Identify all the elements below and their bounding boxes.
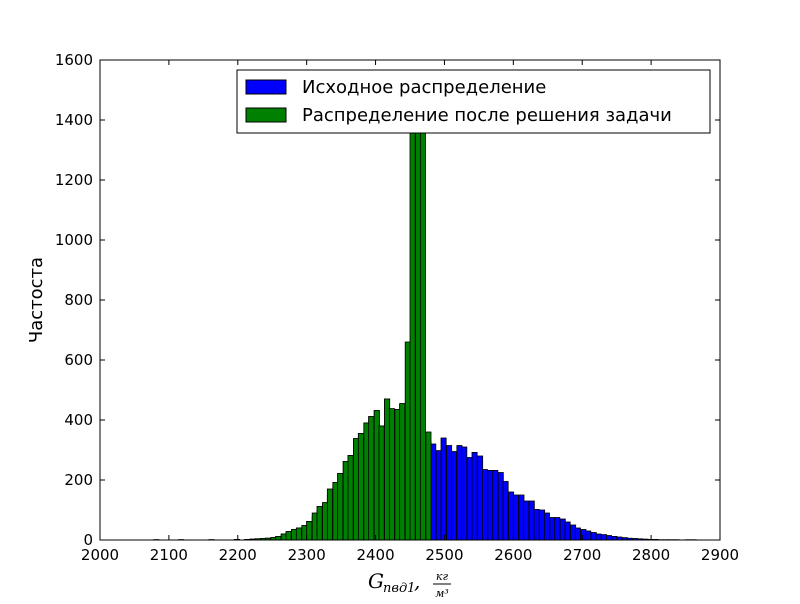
bar-original [503,482,508,541]
bar-after [286,532,291,540]
x-tick-label: 2800 [632,546,670,564]
bar-after [410,131,415,541]
bar-after [323,503,328,541]
bar-original [591,533,596,541]
bar-original [451,452,456,541]
y-tick-label: 800 [64,291,93,309]
bar-after [333,482,338,540]
bar-original [457,446,462,541]
x-tick-label: 2900 [701,546,739,564]
bar-original [478,456,483,540]
bar-original [529,501,534,540]
bar-after [395,410,400,541]
y-axis-label: Частоста [26,257,47,343]
bar-original [550,518,555,541]
bar-after [379,426,384,540]
x-axis-label-symbol: G [368,569,384,593]
x-tick-label: 2700 [563,546,601,564]
bar-original [540,510,545,540]
bar-original [612,536,617,540]
bar-original [509,492,514,540]
bar-original [441,438,446,540]
bar-original [544,513,549,540]
bar-original [436,451,441,540]
bar-original [571,525,576,540]
legend-label-original: Исходное распределение [302,77,546,98]
bar-after [416,131,421,541]
x-tick-label: 2300 [288,546,326,564]
x-tick-label: 2100 [150,546,188,564]
series-after-bars [154,131,431,541]
y-tick-label: 400 [64,411,93,429]
x-axis-unit-numerator: кг [436,570,449,583]
bar-original [431,444,436,540]
y-tick-label: 1400 [55,111,93,129]
bar-original [462,447,467,540]
bar-original [565,522,570,540]
bar-after [307,521,312,540]
x-axis-unit-denominator: м³ [435,587,449,600]
bar-original [498,473,503,541]
y-tick-label: 600 [64,351,93,369]
bar-after [327,489,332,540]
bar-after [317,506,322,540]
bar-original [602,535,607,540]
bar-original [493,470,498,540]
legend-label-after: Распределение после решения задачи [302,105,672,126]
legend-swatch-original [246,80,286,94]
bar-after [369,416,374,540]
y-tick-label: 1600 [55,51,93,69]
bar-after [343,461,348,540]
bar-after [400,404,405,541]
bar-original [467,458,472,541]
bar-after [385,399,390,540]
bar-original [596,534,601,540]
bar-original [447,446,452,541]
bar-original [519,495,524,540]
bar-original [513,495,518,540]
bar-after [389,409,394,540]
bar-after [296,528,301,540]
bar-original [534,509,539,540]
bar-after [281,534,286,540]
x-tick-label: 2500 [425,546,463,564]
y-tick-label: 200 [64,471,93,489]
bar-after [292,530,297,541]
bar-original [606,536,611,541]
x-axis-label: G пвд1 , кг м³ [368,569,451,600]
x-tick-label: 2400 [356,546,394,564]
bar-after [364,423,369,540]
bar-after [276,536,281,540]
x-axis-label-subscript: пвд1 [383,581,415,596]
bar-original [524,501,529,540]
bar-original [581,530,586,541]
bar-after [426,432,431,540]
legend: Исходное распределение Распределение пос… [237,70,710,133]
y-tick-label: 1200 [55,171,93,189]
x-axis-label-separator: , [414,569,420,593]
bar-original [488,470,493,540]
bar-after [420,131,425,541]
bar-original [472,452,477,540]
x-tick-label: 2600 [494,546,532,564]
bar-after [338,473,343,540]
bar-after [354,439,359,540]
x-tick-label: 2200 [219,546,257,564]
bar-after [358,434,363,541]
bar-original [560,519,565,540]
y-tick-label: 0 [83,531,93,549]
bar-original [575,528,580,540]
y-tick-label: 1000 [55,231,93,249]
bar-original [555,518,560,541]
bar-original [586,531,591,540]
bar-after [374,410,379,540]
legend-swatch-after [246,108,286,122]
bar-after [348,455,353,540]
bar-original [482,470,487,541]
bar-after [405,342,410,540]
bar-after [312,513,317,540]
